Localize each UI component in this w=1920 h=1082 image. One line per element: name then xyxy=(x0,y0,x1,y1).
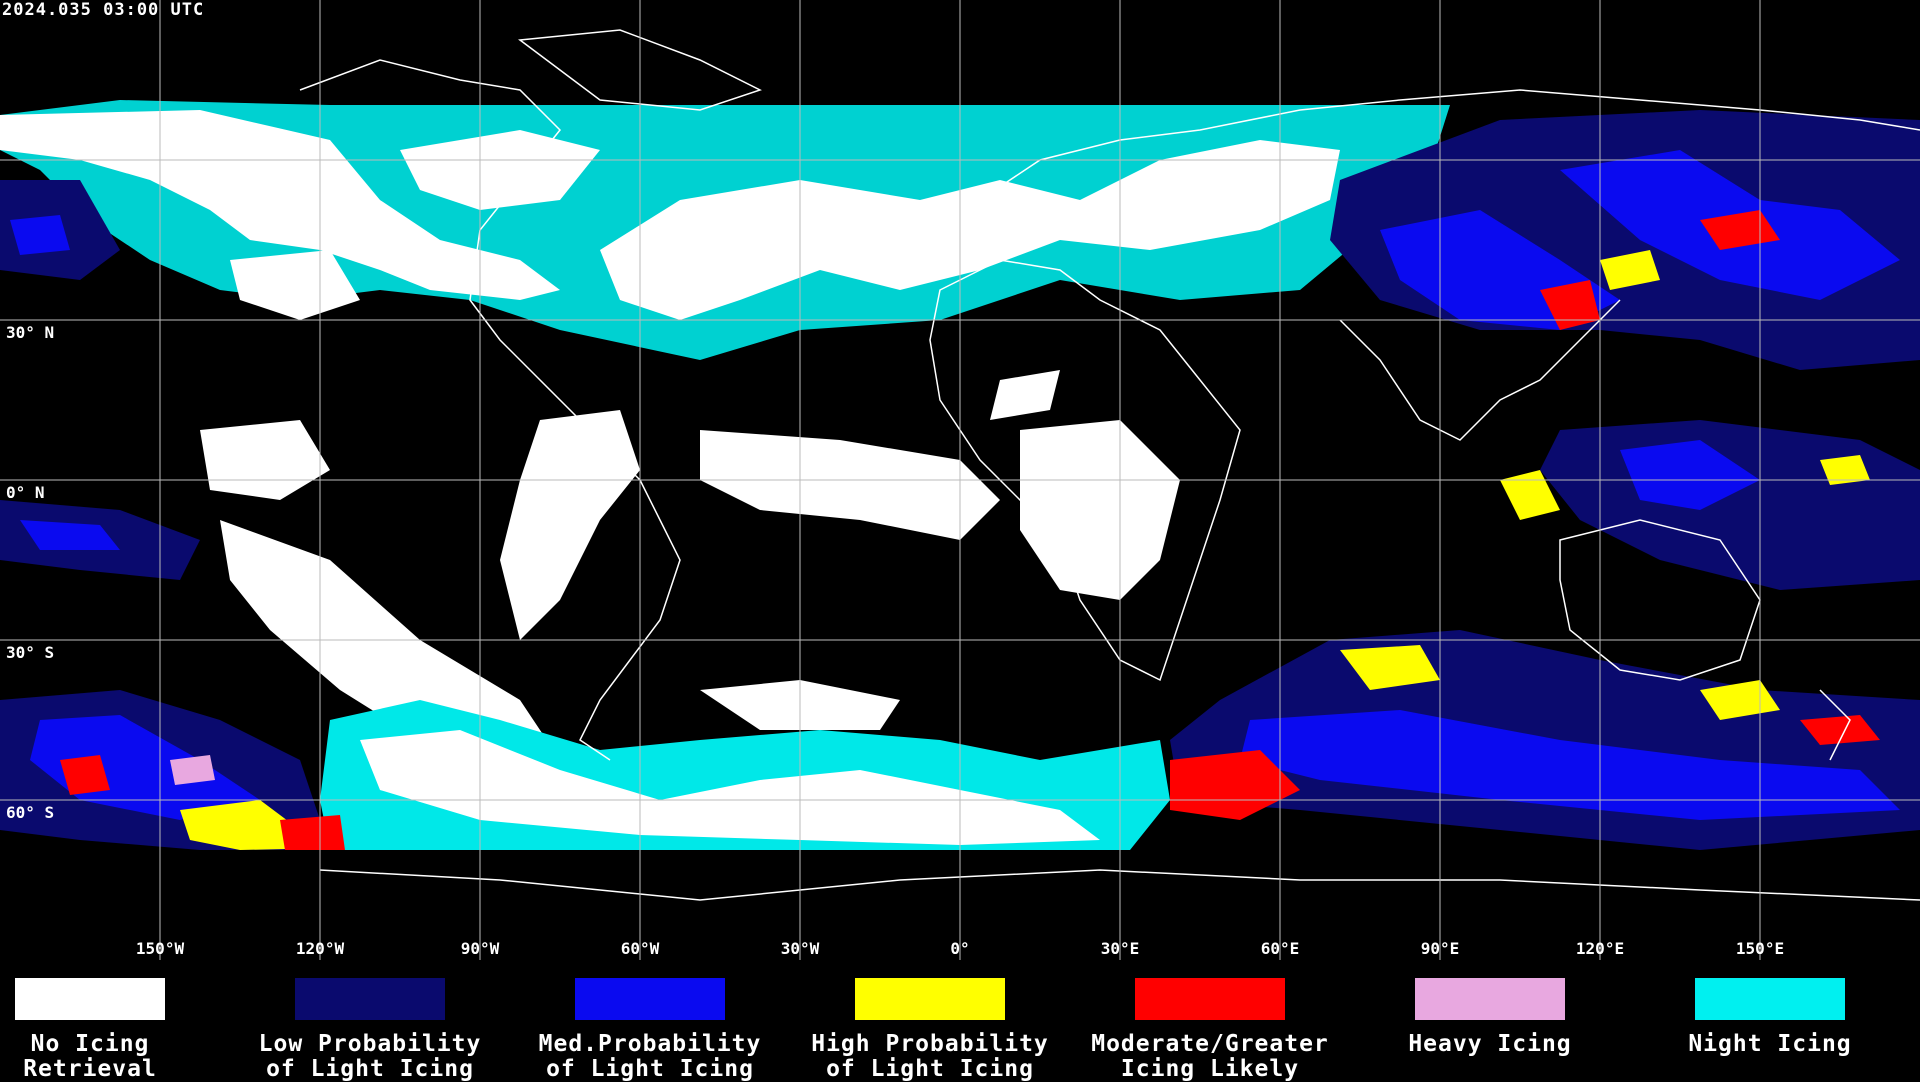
lon-label-150w: 150°W xyxy=(135,939,185,958)
legend-item-night-icing: Night Icing xyxy=(1630,978,1910,1057)
lon-label-90e: 90°E xyxy=(1420,939,1460,958)
lat-label-60s: 60° S xyxy=(6,803,55,822)
legend-swatch-low-probability xyxy=(295,978,445,1020)
legend-swatch-no-icing xyxy=(15,978,165,1020)
lon-label-60w: 60°W xyxy=(620,939,660,958)
lat-label-30n: 30° N xyxy=(6,323,55,342)
legend-swatch-moderate-greater xyxy=(1135,978,1285,1020)
lon-label-0: 0° xyxy=(950,939,970,958)
legend-item-low-probability: Low Probability of Light Icing xyxy=(230,978,510,1082)
timestamp: 2024.035 03:00 UTC xyxy=(2,0,205,20)
legend-swatch-high-probability xyxy=(855,978,1005,1020)
legend-label-night-icing: Night Icing xyxy=(1688,1031,1852,1057)
legend-label-no-icing: No Icing Retrieval xyxy=(23,1031,157,1082)
legend-label-low-probability: Low Probability of Light Icing xyxy=(258,1031,482,1082)
legend-label-high-probability: High Probability of Light Icing xyxy=(811,1031,1049,1082)
legend-item-heavy-icing: Heavy Icing xyxy=(1350,978,1630,1057)
legend-label-med-probability: Med.Probability of Light Icing xyxy=(538,1031,762,1082)
legend-swatch-night-icing xyxy=(1695,978,1845,1020)
coastlines xyxy=(299,29,1920,901)
map-canvas xyxy=(0,0,1920,960)
legend-swatch-heavy-icing xyxy=(1415,978,1565,1020)
lat-label-30s: 30° S xyxy=(6,643,55,662)
lon-label-30w: 30°W xyxy=(780,939,820,958)
legend-item-high-probability: High Probability of Light Icing xyxy=(790,978,1070,1082)
lon-label-120e: 120°E xyxy=(1575,939,1625,958)
legend-label-heavy-icing: Heavy Icing xyxy=(1408,1031,1572,1057)
lon-label-30e: 30°E xyxy=(1100,939,1140,958)
cloud-coverage-layer xyxy=(0,100,1450,850)
lon-label-150e: 150°E xyxy=(1735,939,1785,958)
icing-map: 2024.035 03:00 UTC 30° N 0° N 30° S 60° … xyxy=(0,0,1920,960)
legend-label-moderate-greater: Moderate/Greater Icing Likely xyxy=(1091,1031,1329,1082)
lon-label-120w: 120°W xyxy=(295,939,345,958)
lon-label-60e: 60°E xyxy=(1260,939,1300,958)
lat-label-0n: 0° N xyxy=(6,483,45,502)
legend: No Icing Retrieval Low Probability of Li… xyxy=(0,960,1920,1082)
lon-label-90w: 90°W xyxy=(460,939,500,958)
legend-item-no-icing: No Icing Retrieval xyxy=(0,978,230,1082)
legend-swatch-med-probability xyxy=(575,978,725,1020)
legend-item-med-probability: Med.Probability of Light Icing xyxy=(510,978,790,1082)
lat-lon-grid xyxy=(0,0,1920,960)
legend-item-moderate-greater: Moderate/Greater Icing Likely xyxy=(1070,978,1350,1082)
